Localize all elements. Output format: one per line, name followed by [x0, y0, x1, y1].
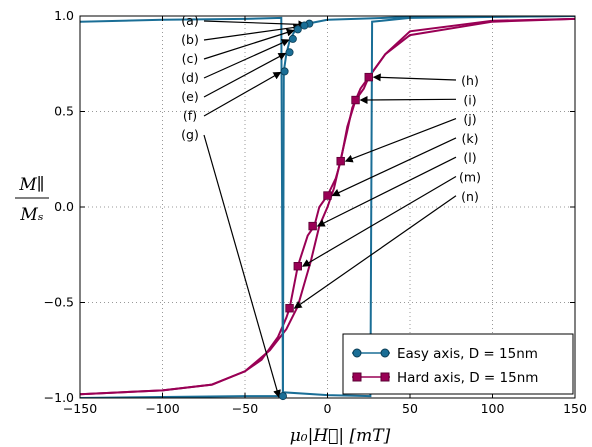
hard-axis-marker	[351, 95, 360, 105]
x-tick-label: 50	[402, 401, 418, 416]
hard-axis-marker	[336, 156, 345, 166]
easy-axis-marker	[280, 67, 289, 76]
legend-marker-hard	[352, 372, 362, 382]
x-tick-label: 150	[563, 401, 587, 416]
annotation-arrow-easy	[203, 71, 282, 117]
easy-axis-marker	[300, 21, 309, 30]
annotation-arrow-hard	[293, 195, 457, 309]
annotation-arrow-easy	[203, 52, 287, 98]
easy-axis-upper-curve	[80, 16, 575, 398]
annotation-label-easy: (e)	[181, 89, 198, 104]
hard-axis-reverse-curve	[80, 17, 575, 396]
annotation-arrow-hard	[359, 95, 457, 104]
annotation-label-hard: (j)	[463, 112, 476, 127]
hard-axis-marker	[364, 72, 373, 82]
markers	[278, 19, 373, 401]
x-tick-label: 0	[324, 401, 332, 416]
y-tick-label: 1.0	[54, 8, 74, 23]
annotation-label-easy: (a)	[181, 13, 198, 28]
x-tick-label: −100	[145, 401, 179, 416]
legend-marker-easy-2	[380, 348, 390, 358]
grid	[80, 16, 575, 398]
annotation-label-hard: (n)	[461, 189, 479, 204]
ticks: −150 −100 −50 0 50 100 150 −1.0 −0.5 0.0 0.5 1.0	[44, 8, 587, 416]
annotation-arrow-hard	[301, 175, 457, 267]
annotation-label-hard: (h)	[461, 73, 479, 88]
annotation-label-easy: (c)	[182, 51, 199, 66]
annotation-label-hard: (k)	[462, 131, 479, 146]
x-tick-label: −50	[232, 401, 258, 416]
annotation-label-easy: (b)	[181, 32, 199, 47]
annotation-arrow-hard	[331, 137, 457, 197]
x-axis-label: μ₀|H⃗| [mT]	[290, 426, 391, 446]
hard-axis-marker	[323, 191, 332, 200]
legend-marker-hard-2	[380, 372, 390, 382]
annotation-arrow-hard	[372, 73, 457, 82]
annotation-arrow-easy	[203, 134, 281, 399]
annotation-arrow-easy	[203, 20, 307, 29]
annotation-label-hard: (i)	[463, 92, 476, 107]
legend-label-easy: Easy axis, D = 15nm	[397, 346, 538, 362]
hard-axis-marker	[308, 221, 317, 231]
y-tick-label: 0.0	[54, 199, 74, 214]
easy-axis-marker	[285, 48, 294, 57]
annotation-label-hard: (m)	[459, 170, 481, 185]
annotation-label-hard: (l)	[463, 150, 476, 165]
annotation-label-easy: (d)	[181, 70, 199, 85]
legend-marker-easy	[352, 348, 362, 358]
legend: Easy axis, D = 15nm Hard axis, D = 15nm	[342, 333, 574, 395]
legend-label-hard: Hard axis, D = 15nm	[397, 370, 538, 386]
annotation-label-easy: (f)	[183, 108, 197, 123]
annotation-arrow-easy	[203, 39, 290, 79]
easy-axis-marker	[293, 25, 302, 34]
annotation-label-easy: (g)	[181, 127, 199, 142]
y-tick-label: 0.5	[54, 104, 74, 119]
y-tick-label: −0.5	[44, 295, 74, 310]
x-tick-label: 100	[481, 401, 505, 416]
annotation-arrow-hard	[316, 156, 457, 227]
legend-box	[342, 333, 574, 395]
easy-axis-marker	[278, 392, 287, 401]
y-tick-label: −1.0	[44, 390, 74, 405]
annotations: (a) (b) (c) (d) (e) (f) (g) (h) (i) (j) (k) (l) (m) (…	[181, 13, 481, 399]
annotation-arrow-hard	[344, 118, 457, 163]
annotation-arrow-easy	[203, 23, 302, 41]
y-axis-label-denominator: Mₛ	[19, 205, 43, 225]
hard-axis-marker	[285, 304, 294, 313]
y-axis-label: M∥ Mₛ	[15, 175, 49, 225]
x-tick-label: −150	[63, 401, 97, 416]
easy-axis-marker	[288, 34, 297, 43]
hard-axis-marker	[293, 262, 302, 271]
annotation-arrow-easy	[203, 28, 295, 60]
y-axis-label-numerator: M∥	[18, 175, 44, 195]
